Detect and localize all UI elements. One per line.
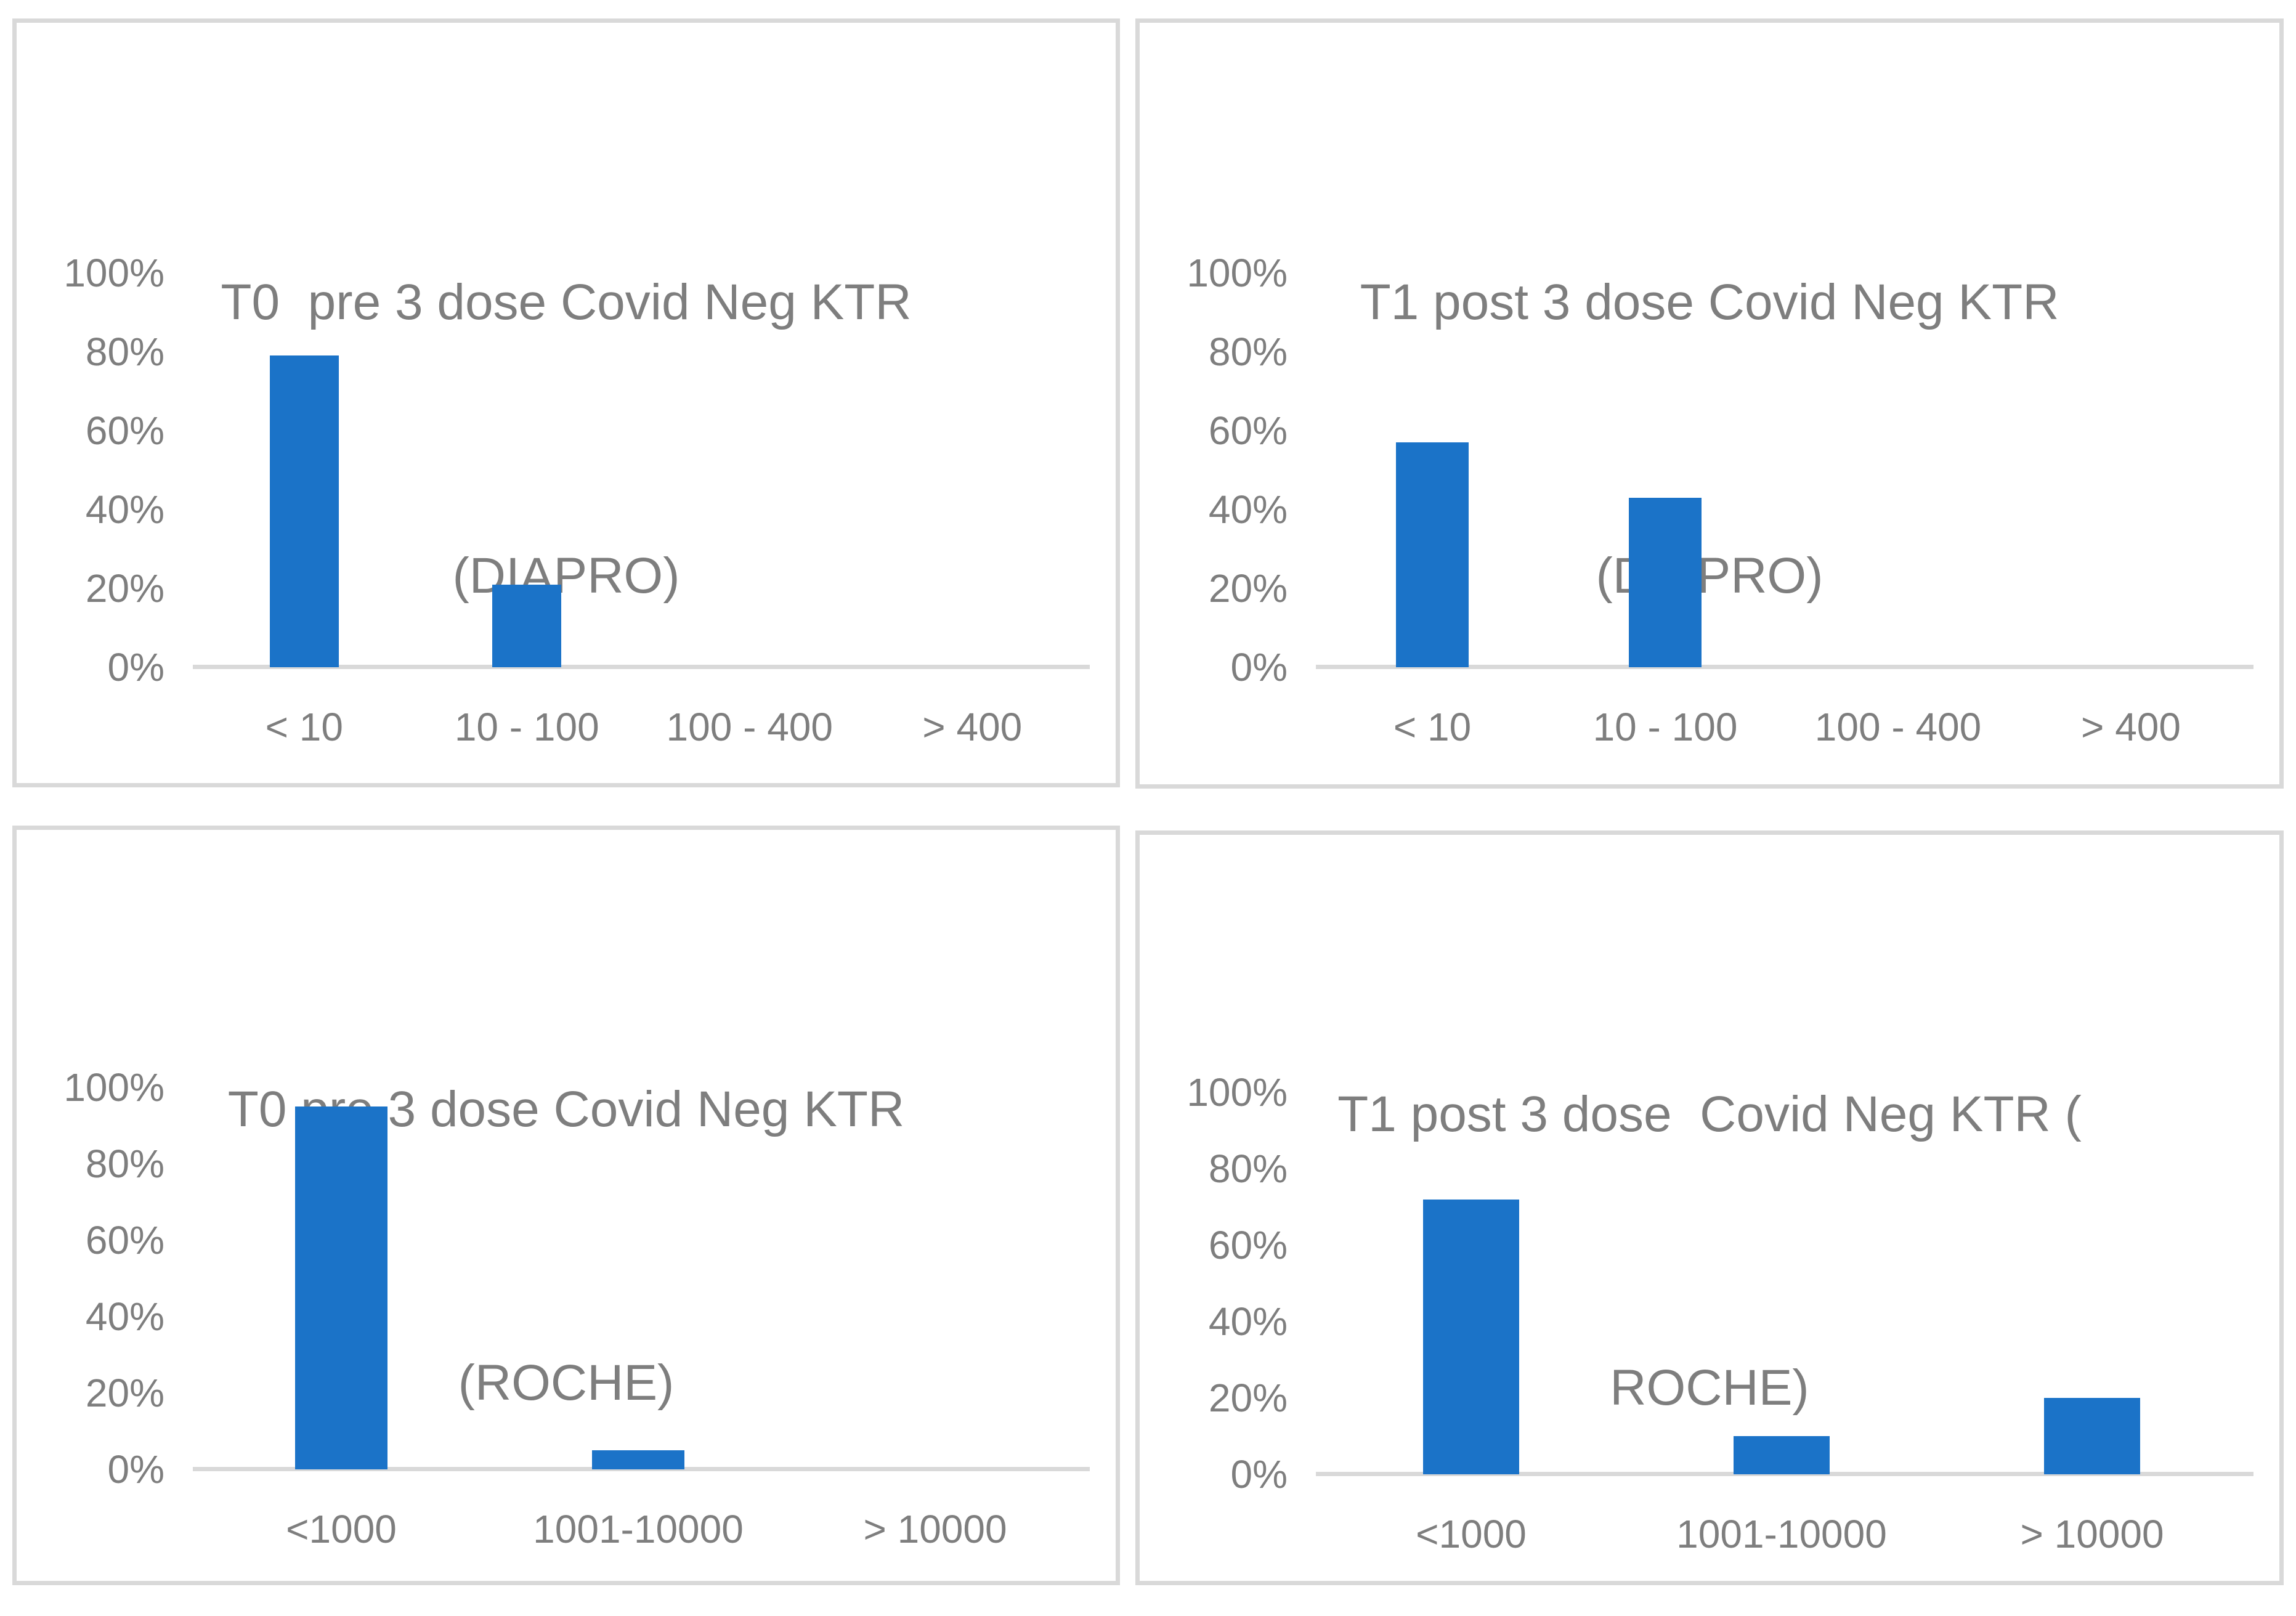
chart-title-line-2: (DIAPRO) <box>452 548 680 604</box>
y-tick-label-60pct: 60% <box>85 1218 164 1262</box>
bar-slot-100 - 400 <box>638 273 861 667</box>
bar-series <box>193 273 1084 667</box>
chart-title: T1 post 3 dose Covid Neg KTR ( ROCHE) <box>1140 887 2279 1616</box>
bar-1001-10000 <box>592 1450 684 1469</box>
x-axis-category-labels: < 10 10 - 100 100 - 400 > 400 <box>1316 704 2247 760</box>
bar-slot-10 - 100 <box>416 273 639 667</box>
y-tick-label-80pct: 80% <box>85 330 164 374</box>
y-tick-label-0pct: 0% <box>1230 1452 1288 1496</box>
x-label-> 10000: > 10000 <box>863 1507 1007 1551</box>
x-axis-line <box>1316 665 2253 669</box>
y-tick-label-100pct: 100% <box>1187 1070 1288 1115</box>
y-tick-label-80pct: 80% <box>85 1142 164 1186</box>
chart-title-line-2: (ROCHE) <box>458 1355 675 1411</box>
bar-slot-> 400 <box>861 273 1084 667</box>
chart-panel-t0-pre-diapro: T0 pre 3 dose Covid Neg KTR (DIAPRO) 0% 2… <box>12 18 1120 787</box>
plot-area: 0% 20% 40% 60% 80% 100% <box>1187 251 2253 689</box>
plot-area: 0% 20% 40% 60% 80% 100% <box>63 1065 1090 1492</box>
y-tick-label-20pct: 20% <box>1208 1376 1288 1420</box>
y-tick-label-60pct: 60% <box>1208 408 1288 453</box>
x-axis-line <box>193 665 1090 669</box>
bar-slot-<1000 <box>1316 1092 1626 1474</box>
x-label-100 - 400: 100 - 400 <box>1814 705 1982 749</box>
y-tick-label-60pct: 60% <box>85 408 164 453</box>
bar-slot-100 - 400 <box>1782 273 2014 667</box>
y-tick-label-80pct: 80% <box>1208 1147 1288 1191</box>
y-tick-label-100pct: 100% <box>63 1065 164 1110</box>
bar-slot-< 10 <box>193 273 416 667</box>
y-tick-label-40pct: 40% <box>85 487 164 532</box>
y-tick-label-20pct: 20% <box>1208 566 1288 611</box>
x-label-1001-10000: 1001-10000 <box>533 1507 744 1551</box>
bar-slot-> 400 <box>2014 273 2247 667</box>
y-tick-label-20pct: 20% <box>85 1371 164 1415</box>
y-tick-label-100pct: 100% <box>1187 251 1288 295</box>
bar-slot-> 10000 <box>787 1087 1084 1469</box>
x-label-1001-10000: 1001-10000 <box>1676 1512 1887 1556</box>
bar-slot-<1000 <box>193 1087 490 1469</box>
y-tick-label-40pct: 40% <box>1208 1299 1288 1344</box>
y-tick-label-0pct: 0% <box>1230 645 1288 689</box>
plot-area: 0% 20% 40% 60% 80% 100% <box>63 251 1090 689</box>
chart-title-line-1: T1 post 3 dose Covid Neg KTR <box>1360 274 2059 330</box>
y-tick-label-80pct: 80% <box>1208 330 1288 374</box>
x-label-10 - 100: 10 - 100 <box>454 705 599 749</box>
x-label-< 10: < 10 <box>265 705 343 749</box>
y-tick-label-60pct: 60% <box>1208 1223 1288 1267</box>
chart-title-line-1: T1 post 3 dose Covid Neg KTR ( <box>1337 1086 2082 1142</box>
bar-< 10 <box>269 355 339 667</box>
x-axis-category-labels: <1000 1001-10000 > 10000 <box>1316 1511 2247 1567</box>
bar-slot-10 - 100 <box>1549 273 1782 667</box>
y-tick-label-0pct: 0% <box>107 645 165 689</box>
bar-slot-> 10000 <box>1937 1092 2247 1474</box>
y-tick-label-40pct: 40% <box>1208 487 1288 532</box>
x-axis-category-labels: < 10 10 - 100 100 - 400 > 400 <box>193 704 1084 760</box>
bar-series <box>1316 1092 2247 1474</box>
y-tick-label-0pct: 0% <box>107 1447 165 1492</box>
chart-title: T1 post 3 dose Covid Neg KTR (DIAPRO) <box>1140 75 2279 804</box>
bar-< 10 <box>1396 442 1469 667</box>
x-label-> 10000: > 10000 <box>2020 1512 2164 1556</box>
chart-panel-t1-post-diapro: T1 post 3 dose Covid Neg KTR (DIAPRO) 0%… <box>1135 18 2284 789</box>
y-tick-label-20pct: 20% <box>85 566 164 611</box>
x-label-10 - 100: 10 - 100 <box>1592 705 1738 749</box>
x-label-> 400: > 400 <box>2081 705 2181 749</box>
bar-series <box>193 1087 1084 1469</box>
chart-title-line-2: ROCHE) <box>1610 1360 1809 1416</box>
bar-10 - 100 <box>492 584 562 667</box>
x-label-> 400: > 400 <box>922 705 1023 749</box>
chart-title: T0 pre 3 dose Covid Neg KTR (DIAPRO) <box>17 75 1116 804</box>
x-label-<1000: <1000 <box>286 1507 397 1551</box>
bar-series <box>1316 273 2247 667</box>
bar-slot-1001-10000 <box>1626 1092 1937 1474</box>
bar-> 10000 <box>2043 1398 2141 1474</box>
y-tick-label-40pct: 40% <box>85 1294 164 1339</box>
chart-panel-t1-post-roche: T1 post 3 dose Covid Neg KTR ( ROCHE) 0%… <box>1135 830 2284 1585</box>
bar-<1000 <box>1422 1199 1520 1474</box>
plot-area: 0% 20% 40% 60% 80% 100% <box>1187 1070 2253 1496</box>
x-label-<1000: <1000 <box>1416 1512 1527 1556</box>
bar-10 - 100 <box>1629 497 1702 667</box>
bar-<1000 <box>295 1106 387 1469</box>
chart-title-line-1: T0 pre 3 dose Covid Neg KTR <box>221 274 912 330</box>
chart-panel-t0-pre-roche: T0 pre 3 dose Covid Neg KTR (ROCHE) 0% 20… <box>12 826 1120 1585</box>
x-axis-category-labels: <1000 1001-10000 > 10000 <box>193 1506 1084 1562</box>
bar-slot-1001-10000 <box>490 1087 787 1469</box>
bar-slot-< 10 <box>1316 273 1549 667</box>
x-label-< 10: < 10 <box>1393 705 1472 749</box>
y-tick-label-100pct: 100% <box>63 251 164 295</box>
x-label-100 - 400: 100 - 400 <box>666 705 833 749</box>
bar-1001-10000 <box>1733 1436 1830 1474</box>
